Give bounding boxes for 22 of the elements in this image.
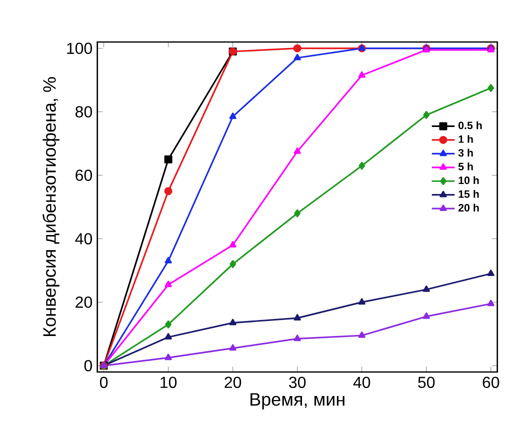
y-tick-label: 0 <box>84 360 92 372</box>
y-tick-label: 100 <box>67 42 92 54</box>
y-tick-label: 40 <box>75 233 92 244</box>
legend-label: 10 h <box>458 176 479 184</box>
x-tick-label: 60 <box>482 376 500 388</box>
legend-label: 15 h <box>458 190 479 198</box>
legend-label: 0.5 h <box>458 121 482 130</box>
x-tick-label: 40 <box>353 376 370 388</box>
x-tick-label: 0 <box>100 376 108 388</box>
x-axis-title: Время, мин <box>250 393 344 410</box>
y-tick-label: 20 <box>76 296 92 308</box>
legend-label: 1 h <box>458 135 473 143</box>
y-tick-label: 60 <box>76 170 92 181</box>
y-tick-label: 80 <box>76 106 92 118</box>
x-tick-label: 50 <box>418 376 435 388</box>
legend-label: 3 h <box>458 148 473 157</box>
x-tick-label: 30 <box>289 376 306 388</box>
legend-label: 5 h <box>458 162 473 170</box>
x-tick-label: 20 <box>224 376 242 388</box>
legend-label: 20 h <box>458 204 479 212</box>
x-tick-label: 10 <box>160 376 177 388</box>
y-axis-title: Конверсия дибензотиофена, % <box>42 77 60 336</box>
